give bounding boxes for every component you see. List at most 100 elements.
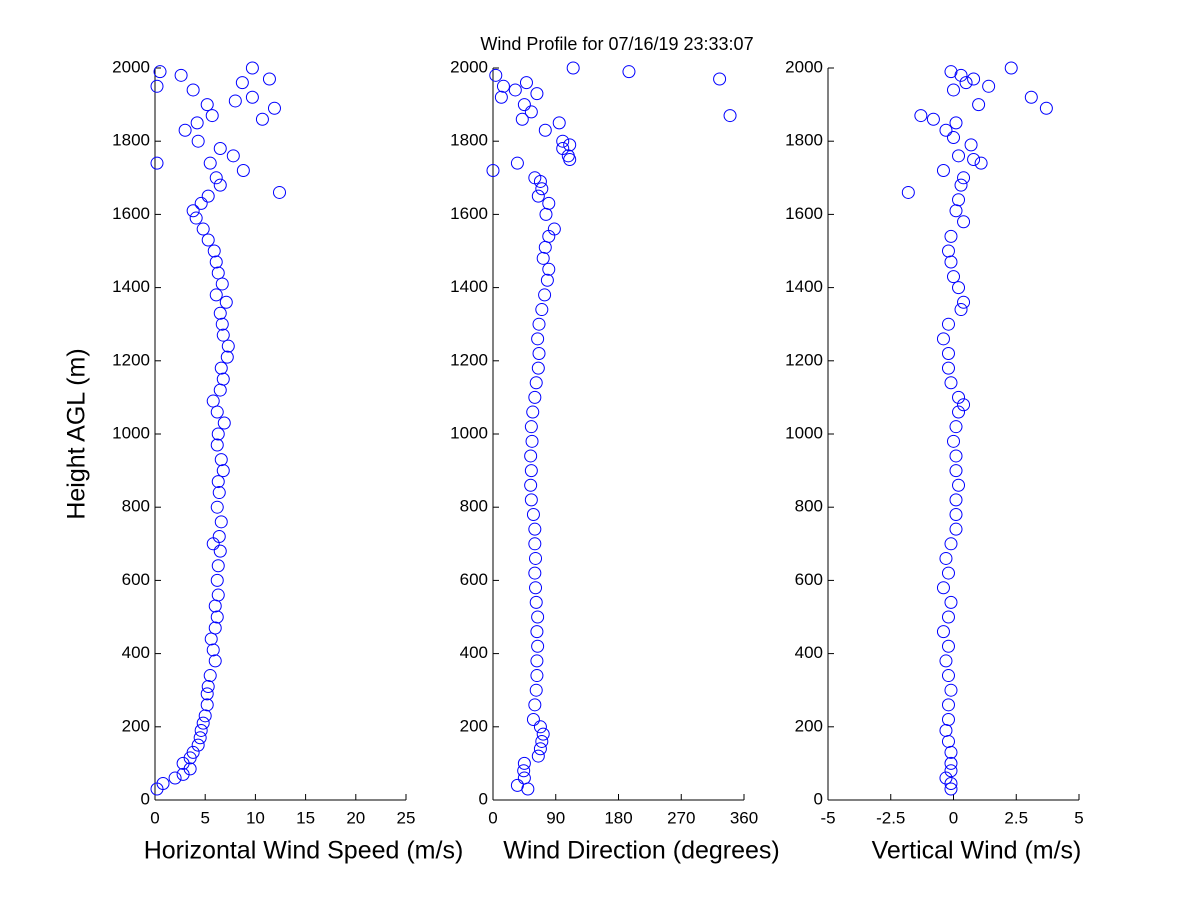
point bbox=[542, 262, 556, 276]
point bbox=[713, 72, 727, 86]
x-tick-label: -5 bbox=[820, 808, 835, 827]
point bbox=[949, 464, 963, 478]
point bbox=[208, 654, 222, 668]
point bbox=[941, 639, 955, 653]
point bbox=[201, 233, 215, 247]
point bbox=[528, 537, 542, 551]
point bbox=[494, 90, 508, 104]
point bbox=[939, 771, 953, 785]
point bbox=[947, 83, 960, 97]
point bbox=[954, 68, 968, 82]
point bbox=[528, 171, 542, 185]
point bbox=[535, 303, 549, 317]
point bbox=[936, 625, 950, 639]
point bbox=[528, 566, 542, 580]
point bbox=[209, 171, 223, 185]
point bbox=[150, 156, 164, 170]
y-tick-label: 600 bbox=[795, 570, 823, 589]
point bbox=[533, 742, 547, 756]
point bbox=[208, 621, 222, 635]
y-tick-label: 0 bbox=[479, 789, 488, 808]
y-tick-label: 1800 bbox=[785, 131, 823, 150]
point bbox=[186, 745, 200, 759]
x-tick-label: 5 bbox=[1074, 808, 1083, 827]
point bbox=[530, 625, 544, 639]
point bbox=[952, 390, 966, 404]
point bbox=[191, 134, 205, 148]
point bbox=[272, 185, 286, 199]
point bbox=[524, 105, 538, 119]
y-tick-label: 800 bbox=[460, 497, 488, 516]
point bbox=[203, 669, 217, 683]
point bbox=[211, 588, 225, 602]
point bbox=[944, 745, 958, 759]
point bbox=[186, 204, 200, 218]
point bbox=[489, 68, 503, 82]
point bbox=[206, 537, 220, 551]
point bbox=[213, 142, 227, 156]
point bbox=[174, 68, 188, 82]
point bbox=[552, 116, 566, 130]
y-tick-label: 800 bbox=[795, 497, 823, 516]
y-tick-label: 200 bbox=[122, 716, 150, 735]
point bbox=[209, 288, 223, 302]
x-tick-label: 20 bbox=[346, 808, 365, 827]
point bbox=[206, 643, 220, 657]
point bbox=[941, 712, 955, 726]
point bbox=[193, 731, 207, 745]
x-tick-label: 2.5 bbox=[1004, 808, 1028, 827]
point bbox=[524, 420, 538, 434]
point bbox=[952, 193, 966, 207]
y-tick-label: 1600 bbox=[112, 204, 150, 223]
point bbox=[267, 101, 281, 115]
point bbox=[949, 522, 963, 536]
point bbox=[156, 777, 170, 791]
point bbox=[208, 599, 222, 613]
point bbox=[203, 156, 217, 170]
point bbox=[210, 573, 224, 587]
point bbox=[972, 98, 986, 112]
point bbox=[211, 266, 225, 280]
point bbox=[941, 361, 955, 375]
point bbox=[531, 610, 545, 624]
point bbox=[901, 185, 915, 199]
point bbox=[189, 211, 203, 225]
point bbox=[236, 163, 250, 177]
point bbox=[228, 94, 242, 108]
point bbox=[957, 295, 971, 309]
point bbox=[723, 109, 737, 123]
point bbox=[191, 738, 205, 752]
point bbox=[538, 240, 552, 254]
point bbox=[939, 723, 953, 737]
y-tick-label: 800 bbox=[122, 497, 150, 516]
y-tick-label: 1000 bbox=[785, 423, 823, 442]
point bbox=[530, 654, 544, 668]
point bbox=[529, 581, 543, 595]
x-tick-label: 25 bbox=[397, 808, 416, 827]
point bbox=[211, 427, 225, 441]
point bbox=[531, 361, 545, 375]
point bbox=[210, 500, 224, 514]
point bbox=[914, 109, 928, 123]
y-tick-label: 1200 bbox=[785, 350, 823, 369]
point bbox=[220, 350, 234, 364]
point bbox=[215, 317, 229, 331]
point bbox=[211, 475, 225, 489]
point bbox=[209, 255, 223, 269]
point bbox=[539, 207, 553, 221]
point bbox=[949, 493, 963, 507]
point bbox=[530, 87, 544, 101]
point bbox=[944, 756, 958, 770]
y-tick-label: 1400 bbox=[785, 277, 823, 296]
y-tick-label: 200 bbox=[460, 716, 488, 735]
point bbox=[531, 749, 545, 763]
point bbox=[944, 255, 958, 269]
point bbox=[941, 244, 955, 258]
point bbox=[517, 771, 531, 785]
point bbox=[540, 273, 554, 287]
point bbox=[262, 72, 276, 86]
point bbox=[533, 720, 547, 734]
point bbox=[952, 281, 966, 295]
point bbox=[153, 65, 167, 79]
point bbox=[201, 680, 215, 694]
